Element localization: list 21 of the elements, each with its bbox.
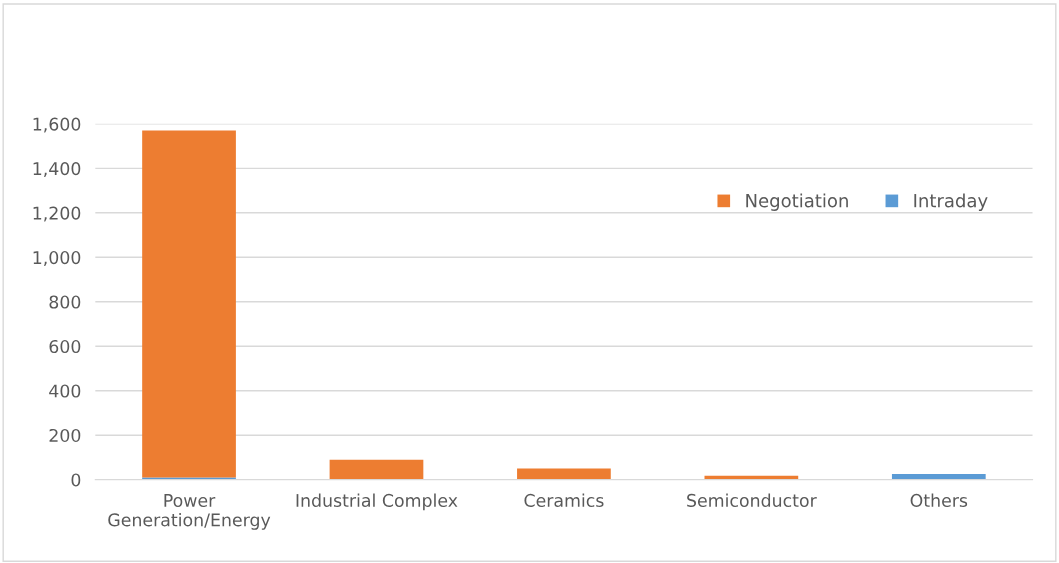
bar bbox=[142, 130, 236, 478]
bar bbox=[891, 474, 986, 480]
x-tick-label: Power Generation/Energy bbox=[108, 494, 271, 530]
legend-label: Negotiation bbox=[746, 193, 848, 211]
y-tick-label: 600 bbox=[49, 339, 81, 354]
y-tick-label: 1,400 bbox=[33, 162, 81, 177]
x-tick-label: Others bbox=[910, 493, 968, 507]
y-tick-label: 1,200 bbox=[33, 206, 81, 222]
y-tick-label: 1,000 bbox=[33, 251, 81, 266]
x-tick-label: Ceramics bbox=[524, 493, 604, 507]
y-tick-label: 800 bbox=[49, 295, 81, 309]
y-tick-label: 0 bbox=[71, 473, 81, 487]
legend-label: Intraday bbox=[914, 193, 988, 211]
bar bbox=[142, 477, 236, 480]
y-tick-label: 400 bbox=[49, 384, 81, 398]
bar bbox=[329, 459, 424, 480]
y-tick-label: 200 bbox=[49, 428, 81, 443]
x-tick-label: Semiconductor bbox=[687, 493, 817, 507]
bar bbox=[517, 468, 611, 480]
x-tick-label: Industrial Complex bbox=[296, 493, 458, 511]
y-tick-label: 1,600 bbox=[33, 117, 81, 133]
